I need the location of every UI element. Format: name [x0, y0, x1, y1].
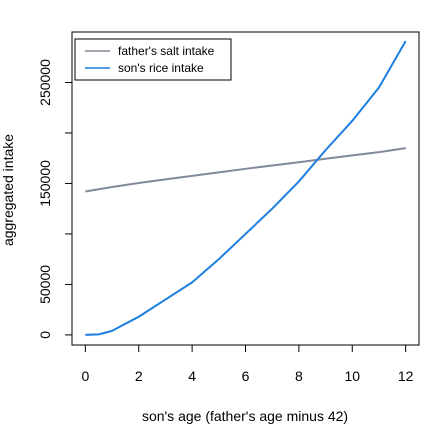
legend-entry: son's rice intake — [118, 61, 204, 75]
legend: father's salt intake son's rice intake — [74, 38, 232, 81]
x-tick-label: 0 — [81, 368, 89, 384]
y-tick-label: 0 — [37, 331, 53, 339]
y-axis-title: aggregated intake — [0, 134, 16, 246]
series-line-2 — [85, 40, 407, 336]
x-tick-label: 12 — [398, 368, 414, 384]
y-tick-label: 150000 — [37, 160, 53, 207]
x-tick-label: 6 — [242, 368, 250, 384]
y-axis: 0 50000 150000 250000 — [37, 59, 73, 339]
x-tick-label: 10 — [344, 368, 360, 384]
legend-box — [74, 38, 232, 81]
series-line-1 — [85, 147, 406, 193]
x-tick-label: 4 — [188, 368, 196, 384]
y-tick-label: 50000 — [37, 265, 53, 304]
x-axis-title: son's age (father's age minus 42) — [142, 408, 348, 424]
x-tick-label: 8 — [295, 368, 303, 384]
x-tick-label: 2 — [135, 368, 143, 384]
legend-entry: father's salt intake — [118, 44, 215, 58]
x-axis: 0 2 4 6 8 10 12 — [81, 344, 414, 384]
series-layer — [85, 40, 407, 336]
y-tick-label: 250000 — [37, 59, 53, 106]
